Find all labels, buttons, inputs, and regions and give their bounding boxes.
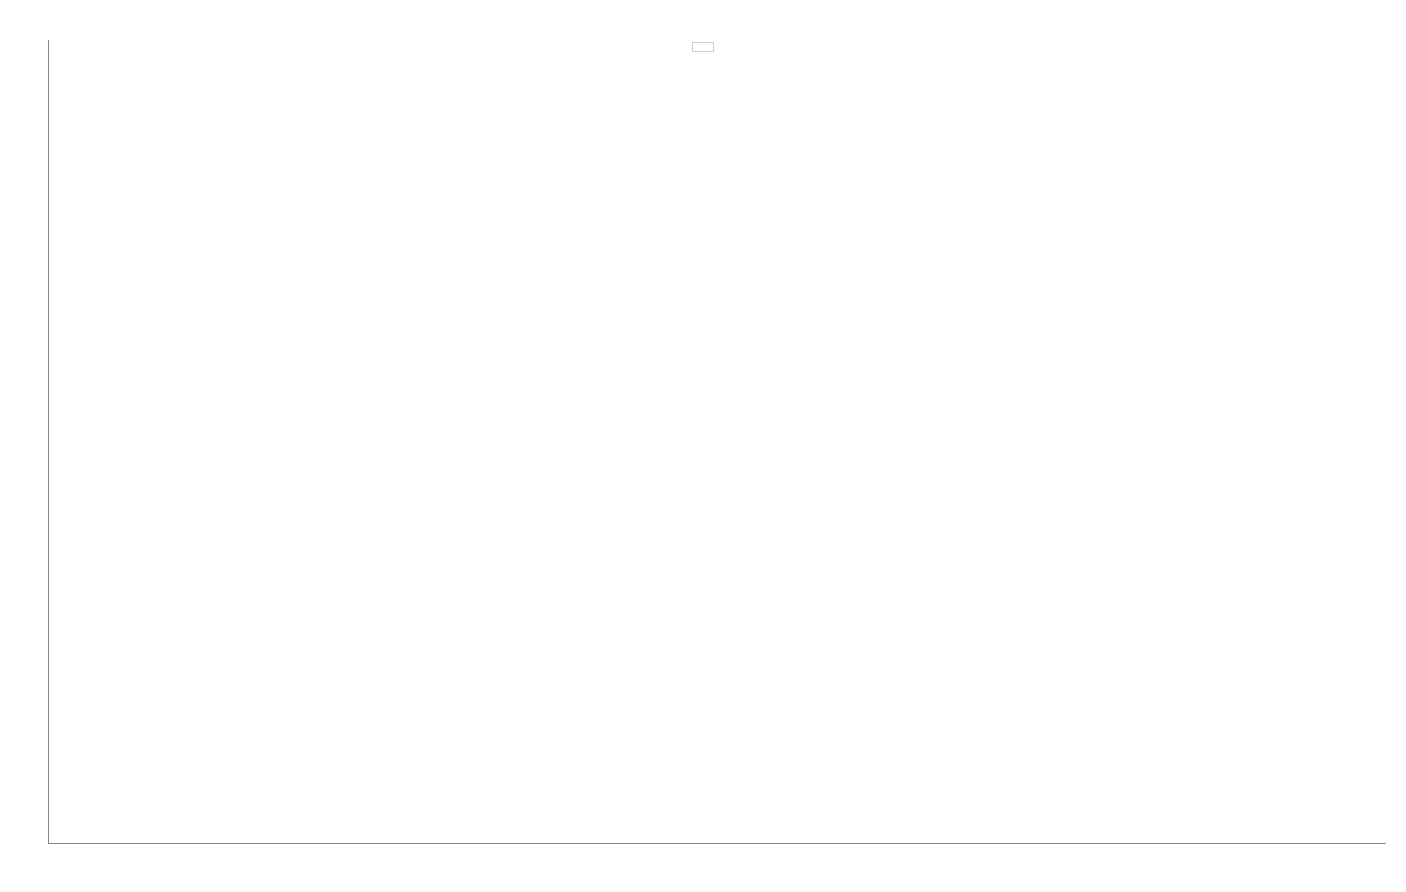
- chart-plot-area: [48, 40, 1386, 844]
- correlation-stats-box: [692, 42, 714, 52]
- header-bar: [0, 0, 1406, 12]
- scatter-plot-svg: [49, 40, 349, 190]
